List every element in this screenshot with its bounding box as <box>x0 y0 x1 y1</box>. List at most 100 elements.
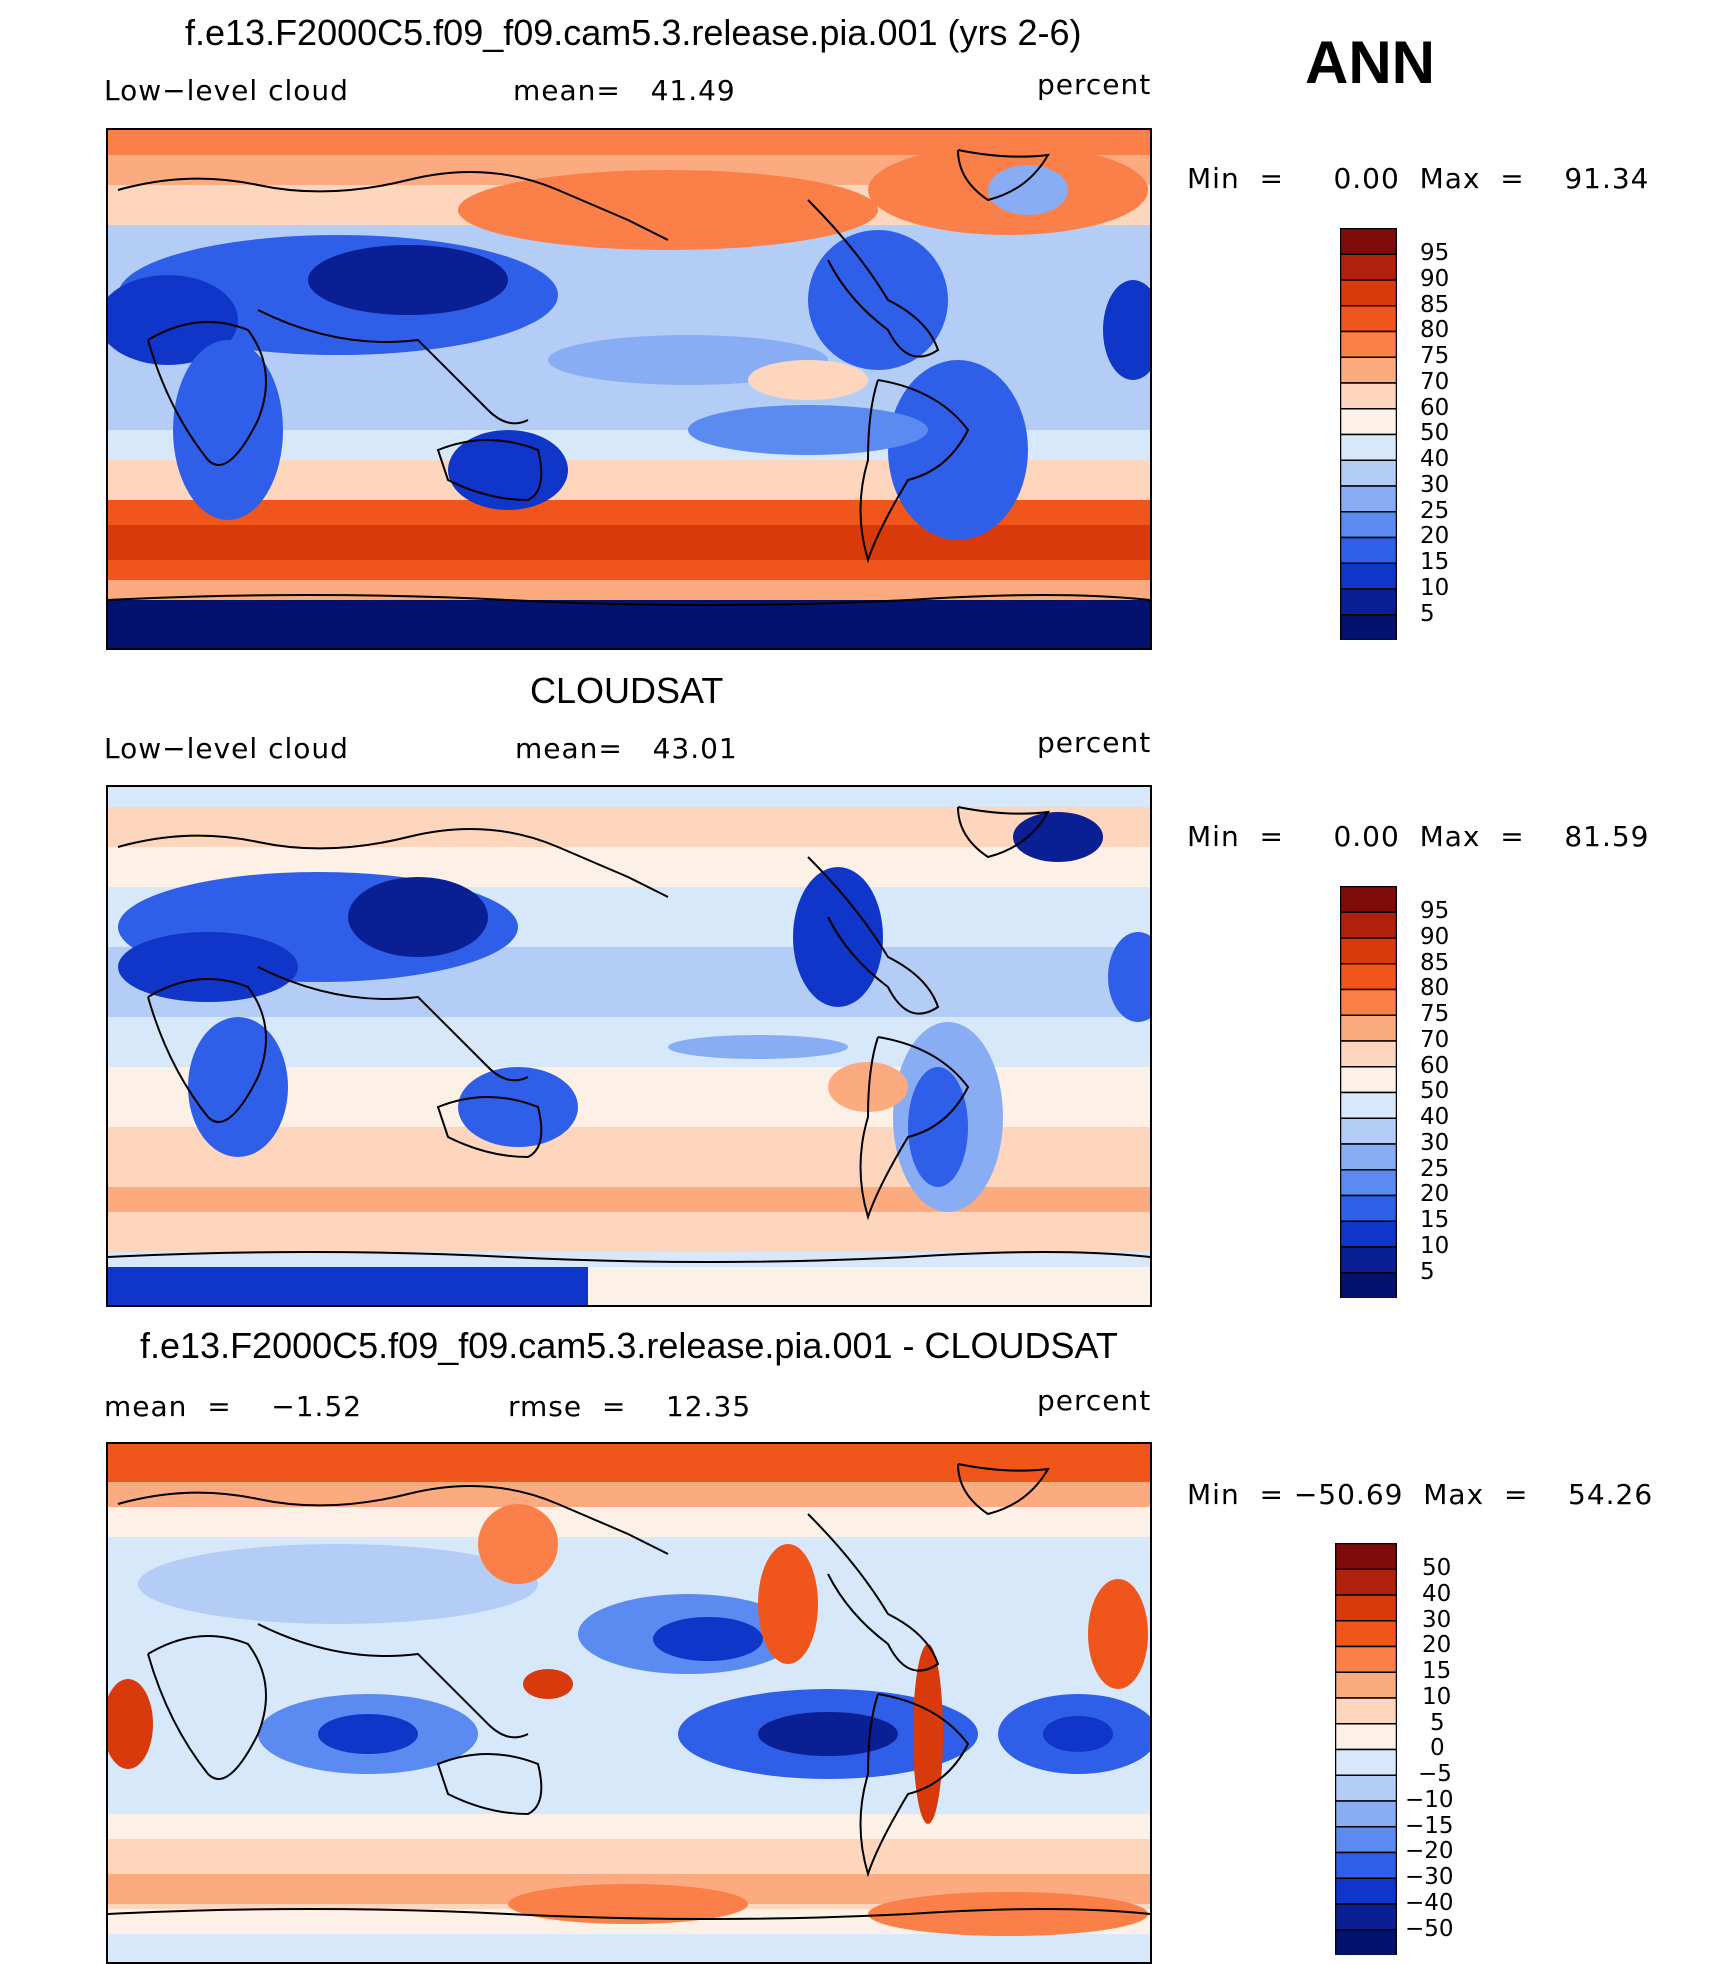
colorbar-label: 15 <box>1420 1207 1450 1233</box>
panel-1-colorbar <box>1339 227 1398 642</box>
colorbar-label: 50 <box>1420 420 1450 446</box>
colorbar-label: 50 <box>1420 1078 1450 1104</box>
colorbar-label: 85 <box>1420 292 1450 318</box>
colorbar-swatch <box>1339 279 1398 307</box>
colorbar-swatch <box>1334 1568 1398 1596</box>
panel-2-mean-label: mean= 43.01 <box>515 732 738 765</box>
colorbar-swatch <box>1339 227 1398 255</box>
colorbar-swatch <box>1339 937 1398 965</box>
colorbar-label: 75 <box>1420 343 1450 369</box>
colorbar-label: 15 <box>1422 1658 1452 1684</box>
colorbar-swatch <box>1334 1697 1398 1725</box>
panel-3-minmax: Min = −50.69 Max = 54.26 <box>1187 1478 1654 1511</box>
colorbar-label: 20 <box>1420 523 1450 549</box>
colorbar-swatch <box>1334 1671 1398 1699</box>
colorbar-swatch <box>1339 511 1398 539</box>
panel-1-mean-label: mean= 41.49 <box>513 74 736 107</box>
colorbar-label: −5 <box>1418 1761 1452 1787</box>
colorbar-swatch <box>1339 588 1398 616</box>
colorbar-label: 5 <box>1420 601 1435 627</box>
panel-3-rmse-label: rmse = 12.35 <box>508 1390 752 1423</box>
panel-3-colorbar <box>1334 1542 1398 1957</box>
colorbar-label: 40 <box>1420 446 1450 472</box>
colorbar-swatch <box>1334 1800 1398 1828</box>
colorbar-label: 10 <box>1422 1684 1452 1710</box>
colorbar-label: 40 <box>1420 1104 1450 1130</box>
colorbar-swatch <box>1339 1014 1398 1042</box>
colorbar-label: 5 <box>1430 1710 1445 1736</box>
colorbar-swatch <box>1339 1272 1398 1300</box>
colorbar-swatch <box>1339 1194 1398 1222</box>
colorbar-swatch <box>1339 1117 1398 1145</box>
colorbar-swatch <box>1339 1040 1398 1068</box>
colorbar-label: −10 <box>1405 1787 1454 1813</box>
colorbar-swatch <box>1339 1169 1398 1197</box>
colorbar-label: 70 <box>1420 1027 1450 1053</box>
colorbar-swatch <box>1339 330 1398 358</box>
colorbar-swatch <box>1339 963 1398 991</box>
colorbar-swatch <box>1334 1645 1398 1673</box>
colorbar-label: 30 <box>1420 472 1450 498</box>
colorbar-swatch <box>1339 1246 1398 1274</box>
panel-1-map <box>106 128 1152 650</box>
colorbar-swatch <box>1339 356 1398 384</box>
colorbar-swatch <box>1339 614 1398 642</box>
colorbar-swatch <box>1339 1143 1398 1171</box>
colorbar-label: −50 <box>1405 1916 1454 1942</box>
colorbar-label: 15 <box>1420 549 1450 575</box>
colorbar-swatch <box>1339 382 1398 410</box>
panel-1-variable-label: Low−level cloud <box>104 74 349 107</box>
panel-3-mean-label: mean = −1.52 <box>104 1390 363 1423</box>
colorbar-swatch <box>1339 433 1398 461</box>
panel-3-title: f.e13.F2000C5.f09_f09.cam5.3.release.pia… <box>140 1325 1118 1366</box>
colorbar-swatch <box>1334 1723 1398 1751</box>
colorbar-swatch <box>1334 1903 1398 1931</box>
colorbar-swatch <box>1334 1594 1398 1622</box>
season-label: ANN <box>1305 29 1435 96</box>
colorbar-label: 5 <box>1420 1259 1435 1285</box>
colorbar-swatch <box>1339 305 1398 333</box>
panel-2-title: CLOUDSAT <box>530 670 724 711</box>
colorbar-label: 90 <box>1420 924 1450 950</box>
colorbar-swatch <box>1339 253 1398 281</box>
panel-1-minmax: Min = 0.00 Max = 91.34 <box>1187 162 1650 195</box>
colorbar-swatch <box>1339 1091 1398 1119</box>
colorbar-swatch <box>1334 1851 1398 1879</box>
colorbar-swatch <box>1339 536 1398 564</box>
colorbar-swatch <box>1339 1066 1398 1094</box>
colorbar-label: −40 <box>1405 1890 1454 1916</box>
colorbar-label: 80 <box>1420 975 1450 1001</box>
colorbar-swatch <box>1339 911 1398 939</box>
colorbar-label: −30 <box>1405 1864 1454 1890</box>
colorbar-swatch <box>1334 1774 1398 1802</box>
colorbar-label: −15 <box>1405 1813 1454 1839</box>
panel-1-colorbar-svg <box>1339 227 1398 642</box>
colorbar-label: 50 <box>1422 1555 1452 1581</box>
panel-2-colorbar <box>1339 885 1398 1300</box>
colorbar-swatch <box>1334 1748 1398 1776</box>
colorbar-label: 20 <box>1420 1181 1450 1207</box>
colorbar-label: 90 <box>1420 266 1450 292</box>
panel-1-map-svg <box>108 130 1150 648</box>
colorbar-swatch <box>1339 1220 1398 1248</box>
colorbar-label: 60 <box>1420 1053 1450 1079</box>
colorbar-label: 0 <box>1430 1735 1445 1761</box>
colorbar-swatch <box>1334 1620 1398 1648</box>
colorbar-swatch <box>1339 562 1398 590</box>
colorbar-label: 40 <box>1422 1581 1452 1607</box>
colorbar-label: 10 <box>1420 575 1450 601</box>
panel-3-colorbar-svg <box>1334 1542 1398 1957</box>
panel-2-map-svg <box>108 787 1150 1305</box>
colorbar-swatch <box>1334 1542 1398 1570</box>
colorbar-swatch <box>1339 408 1398 436</box>
colorbar-label: 30 <box>1420 1130 1450 1156</box>
colorbar-label: 95 <box>1420 898 1450 924</box>
colorbar-swatch <box>1339 988 1398 1016</box>
colorbar-swatch <box>1334 1826 1398 1854</box>
panel-3-units-label: percent <box>1037 1384 1152 1417</box>
colorbar-label: −20 <box>1405 1838 1454 1864</box>
panel-3-map-svg <box>108 1444 1150 1962</box>
colorbar-swatch <box>1339 459 1398 487</box>
colorbar-label: 80 <box>1420 317 1450 343</box>
colorbar-swatch <box>1339 485 1398 513</box>
